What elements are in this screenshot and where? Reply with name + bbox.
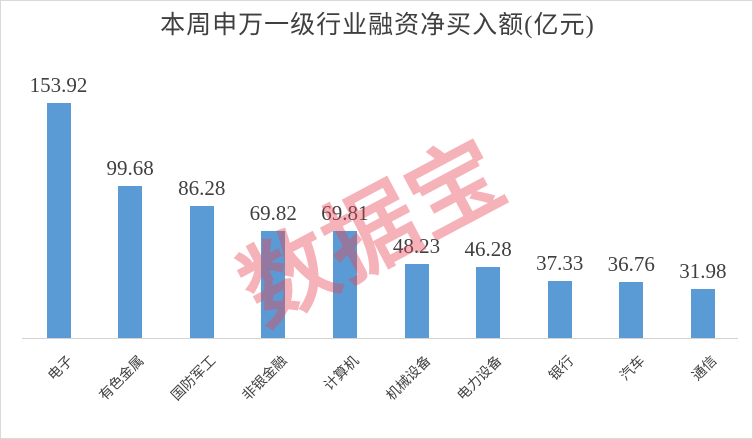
bar-国防军工 <box>189 206 214 338</box>
bar-非银金融 <box>261 231 286 338</box>
bar-计算机 <box>332 231 357 338</box>
chart-title: 本周申万一级行业融资净买入额(亿元) <box>160 12 595 39</box>
bar-value-label: 46.28 <box>464 237 512 261</box>
x-axis-line <box>22 338 738 339</box>
bar-银行 <box>547 281 572 338</box>
bar-有色金属 <box>118 186 143 338</box>
bar-value-label: 153.92 <box>29 73 88 97</box>
bar-电力设备 <box>476 267 501 338</box>
bar-value-label: 48.23 <box>392 234 441 258</box>
bar-汽车 <box>619 282 644 338</box>
bar-value-label: 69.82 <box>249 201 297 225</box>
bar-通信 <box>690 289 715 338</box>
bar-机械设备 <box>404 264 429 338</box>
bar-value-label: 37.33 <box>536 251 584 275</box>
bar-value-label: 31.98 <box>679 259 727 283</box>
bar-value-label: 99.68 <box>106 156 154 180</box>
bar-value-label: 86.28 <box>178 176 226 200</box>
bar-value-label: 69.81 <box>321 201 369 225</box>
bar-电子 <box>46 103 71 338</box>
bar-value-label: 36.76 <box>607 252 655 276</box>
